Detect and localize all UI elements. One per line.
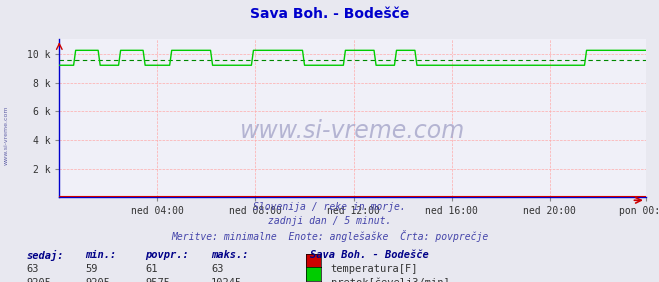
Text: Sava Boh. - Bodešče: Sava Boh. - Bodešče: [250, 7, 409, 21]
Text: 10245: 10245: [211, 278, 242, 282]
Text: zadnji dan / 5 minut.: zadnji dan / 5 minut.: [268, 216, 391, 226]
Text: Meritve: minimalne  Enote: anglešaške  Črta: povprečje: Meritve: minimalne Enote: anglešaške Črt…: [171, 230, 488, 242]
Text: min.:: min.:: [86, 250, 117, 259]
Text: 59: 59: [86, 264, 98, 274]
Text: Slovenija / reke in morje.: Slovenija / reke in morje.: [253, 202, 406, 212]
Text: www.si-vreme.com: www.si-vreme.com: [240, 119, 465, 143]
Text: 9205: 9205: [26, 278, 51, 282]
Text: povpr.:: povpr.:: [145, 250, 188, 259]
Text: temperatura[F]: temperatura[F]: [331, 264, 418, 274]
Text: 63: 63: [211, 264, 223, 274]
Text: Sava Boh. - Bodešče: Sava Boh. - Bodešče: [310, 250, 428, 259]
Text: 9575: 9575: [145, 278, 170, 282]
Text: www.si-vreme.com: www.si-vreme.com: [3, 106, 9, 165]
Text: sedaj:: sedaj:: [26, 250, 64, 261]
Text: maks.:: maks.:: [211, 250, 248, 259]
Text: pretok[čevelj3/min]: pretok[čevelj3/min]: [331, 278, 449, 282]
Text: 61: 61: [145, 264, 158, 274]
Text: 9205: 9205: [86, 278, 111, 282]
Text: 63: 63: [26, 264, 39, 274]
